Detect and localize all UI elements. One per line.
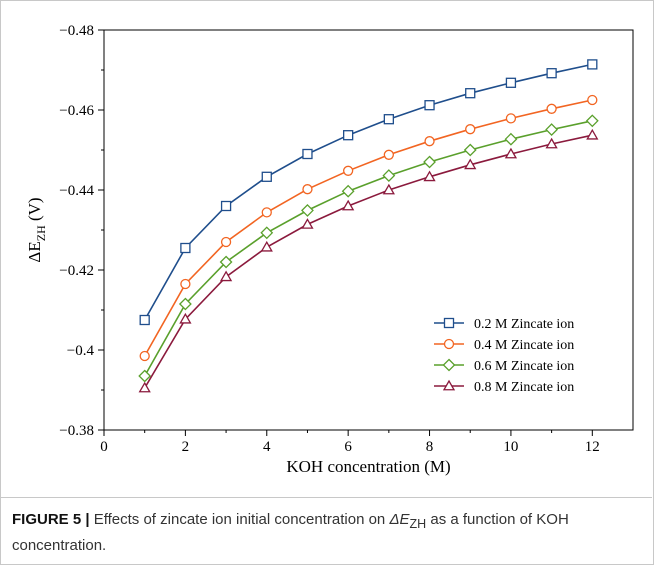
y-tick-label: −0.46 <box>59 103 94 119</box>
series-line <box>143 63 593 321</box>
data-point <box>546 68 557 79</box>
data-point <box>505 113 517 124</box>
data-point <box>343 130 354 141</box>
y-tick-label: −0.4 <box>67 343 95 359</box>
series-line <box>143 120 593 377</box>
data-point <box>219 255 233 269</box>
caption-symbol-sub: ZH <box>409 517 427 531</box>
data-point <box>178 297 192 311</box>
data-point <box>383 114 394 125</box>
data-point <box>342 199 355 211</box>
series-4 <box>138 128 599 393</box>
series-3 <box>138 114 599 383</box>
data-point <box>587 94 598 106</box>
y-tick-label: −0.48 <box>59 23 94 39</box>
data-point <box>261 207 272 218</box>
data-point <box>424 136 435 147</box>
data-point <box>260 240 273 252</box>
legend: 0.2 M Zincate ion 0.4 M Zincate ion 0.6 M … <box>434 317 574 395</box>
legend-marker <box>443 317 455 329</box>
caption-text-before: Effects of zincate ion initial concentra… <box>89 511 390 528</box>
x-axis-title: KOH concentration (M) <box>286 457 450 476</box>
y-axis-title-main: ΔE <box>25 241 44 262</box>
data-point <box>423 170 436 182</box>
data-point <box>586 128 599 140</box>
data-point <box>423 155 436 169</box>
data-point <box>546 103 557 114</box>
data-point <box>302 148 313 160</box>
legend-marker <box>442 379 456 391</box>
y-axis-title-unit: (V) <box>25 197 44 225</box>
series-1 <box>139 59 598 326</box>
x-tick-label: 12 <box>585 439 600 455</box>
data-point <box>545 123 559 137</box>
caption-text-after: as a function of KOH concentration. <box>12 511 569 554</box>
y-tick-label: −0.38 <box>59 423 94 439</box>
data-point <box>301 218 314 229</box>
data-point <box>260 226 274 240</box>
legend-label: 0.6 M Zincate ion <box>474 359 574 374</box>
x-tick-label: 0 <box>100 439 108 455</box>
data-point <box>465 124 476 135</box>
data-point <box>341 184 355 198</box>
y-axis-title: ΔEZH (V) <box>25 197 48 262</box>
data-point <box>220 200 232 212</box>
line-chart: 0 2 4 6 8 10 12 −0.38 −0.4 −0.42 −0.44 −0.46 −0.48 KO… <box>25 23 634 476</box>
data-point <box>424 100 435 111</box>
series-line <box>144 134 593 389</box>
data-point <box>382 169 396 183</box>
caption-divider <box>0 497 652 498</box>
legend-label: 0.8 M Zincate ion <box>474 380 574 395</box>
data-point <box>343 165 354 176</box>
data-point <box>138 369 152 383</box>
caption-symbol: ΔE <box>389 511 410 528</box>
data-point <box>587 59 598 70</box>
legend-label: 0.4 M Zincate ion <box>474 338 574 353</box>
data-point <box>585 114 599 128</box>
data-point <box>545 137 558 149</box>
data-point <box>504 147 518 159</box>
data-point <box>180 278 191 290</box>
series-line <box>143 99 593 357</box>
data-point <box>504 132 518 146</box>
data-point <box>261 171 272 182</box>
legend-marker <box>442 358 456 372</box>
x-tick-label: 4 <box>263 439 271 455</box>
data-point <box>220 236 232 248</box>
y-axis-title-subscript: ZH <box>34 225 48 241</box>
x-tick-label: 8 <box>426 439 434 455</box>
data-point <box>505 77 517 88</box>
legend-marker <box>443 338 455 350</box>
data-point <box>383 149 394 160</box>
data-point <box>301 203 314 217</box>
figure-caption: FIGURE 5 | Effects of zincate ion initia… <box>12 509 640 556</box>
data-point <box>139 350 150 362</box>
data-point <box>138 381 151 393</box>
y-tick-label: −0.44 <box>59 183 94 199</box>
data-point <box>219 270 233 282</box>
x-tick-label: 2 <box>182 439 190 455</box>
y-tick-label: −0.42 <box>59 263 94 279</box>
data-point <box>382 183 395 195</box>
data-point <box>180 242 191 254</box>
data-point <box>179 312 192 324</box>
caption-lead: FIGURE 5 | <box>12 511 90 528</box>
data-point <box>464 158 477 170</box>
series-2 <box>139 94 598 362</box>
data-point <box>463 143 477 157</box>
data-point <box>302 184 313 195</box>
x-tick-label: 10 <box>503 439 518 455</box>
x-tick-label: 6 <box>344 439 352 455</box>
legend-label: 0.2 M Zincate ion <box>474 317 574 332</box>
data-point <box>139 314 150 326</box>
data-point <box>465 88 476 99</box>
